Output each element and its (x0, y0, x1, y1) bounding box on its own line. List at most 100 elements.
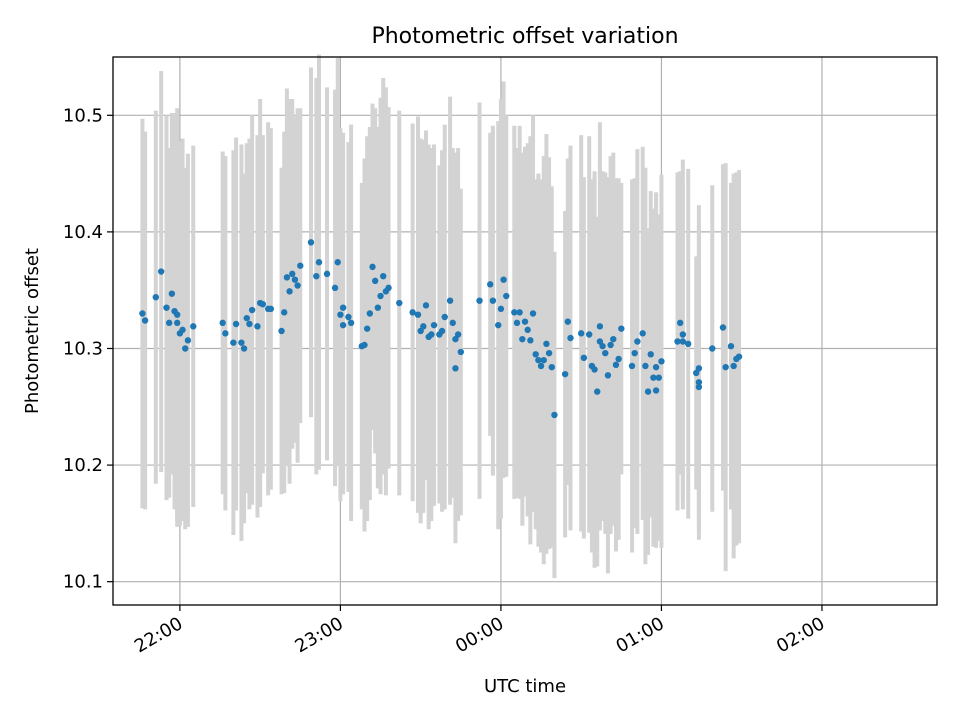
data-point (457, 348, 464, 356)
data-point (254, 323, 261, 330)
data-point (222, 330, 229, 337)
data-point (174, 311, 181, 318)
data-point (315, 259, 323, 266)
data-point (615, 355, 622, 363)
data-point (414, 311, 422, 318)
data-point (396, 299, 403, 307)
data-point (232, 320, 240, 328)
data-point (454, 331, 462, 338)
data-point (618, 325, 625, 332)
data-point (331, 284, 339, 292)
data-point (524, 326, 531, 334)
data-point (695, 383, 703, 391)
data-point (537, 362, 545, 370)
data-point (695, 365, 703, 372)
data-point (634, 338, 641, 345)
data-point (487, 281, 494, 288)
data-point (564, 318, 572, 325)
data-point (684, 340, 692, 348)
data-point (243, 314, 250, 322)
data-point (240, 345, 248, 352)
data-point (511, 309, 518, 316)
y-tick-label: 10.4 (63, 222, 103, 243)
data-point (676, 319, 684, 327)
data-point (323, 270, 331, 278)
data-point (347, 319, 355, 327)
data-point (497, 305, 505, 313)
data-point (644, 388, 652, 395)
data-point (580, 354, 588, 362)
data-point (366, 310, 374, 317)
data-point (503, 292, 510, 300)
data-point (219, 319, 226, 327)
data-point (500, 276, 507, 283)
data-point (339, 321, 347, 329)
data-point (428, 331, 435, 338)
data-point (339, 304, 347, 311)
data-point (709, 345, 716, 352)
y-axis-label: Photometric offset (22, 248, 43, 414)
data-point (238, 339, 245, 346)
data-point (545, 349, 553, 357)
data-point (182, 345, 189, 352)
data-point (532, 351, 539, 358)
y-tick-label: 10.1 (63, 572, 103, 593)
data-point (693, 369, 700, 377)
data-point (430, 321, 438, 329)
data-point (371, 277, 379, 285)
data-point (529, 310, 537, 317)
data-point (297, 262, 304, 269)
data-point (248, 306, 256, 314)
data-point (294, 282, 301, 289)
data-point (281, 309, 288, 316)
data-point (163, 304, 170, 311)
data-point (513, 319, 521, 327)
data-point (452, 335, 459, 343)
data-point (422, 302, 430, 309)
data-point (345, 313, 352, 321)
data-point (438, 327, 446, 335)
data-point (307, 239, 315, 246)
data-point (551, 411, 558, 419)
data-point (380, 273, 387, 280)
data-point (540, 356, 547, 364)
data-point (190, 323, 197, 330)
data-point (658, 358, 665, 365)
y-tick-label: 10.3 (63, 338, 103, 359)
data-point (586, 331, 593, 338)
data-point (361, 341, 368, 349)
data-point (521, 318, 529, 325)
data-point (313, 273, 320, 280)
data-point (655, 374, 662, 381)
data-point (267, 305, 275, 313)
data-point (246, 320, 253, 328)
data-point (535, 356, 542, 364)
data-point (374, 304, 382, 311)
data-point (417, 327, 424, 335)
data-point (476, 297, 483, 304)
data-point (543, 340, 550, 348)
data-point (157, 268, 165, 275)
data-point (168, 290, 176, 297)
data-point (727, 342, 735, 350)
data-point (495, 321, 502, 329)
data-point (369, 263, 376, 271)
data-point (446, 297, 454, 304)
data-point (165, 319, 173, 327)
data-point (291, 276, 299, 283)
data-point (735, 353, 743, 360)
data-point (337, 311, 344, 318)
data-point (679, 338, 687, 345)
data-point (334, 259, 341, 266)
data-points (139, 239, 743, 419)
data-point (730, 362, 737, 370)
data-point (652, 387, 660, 394)
data-point (679, 331, 687, 338)
data-point (650, 374, 657, 381)
data-point (489, 297, 497, 304)
data-point (409, 309, 416, 316)
data-point (519, 335, 526, 343)
y-tick-label: 10.5 (63, 105, 103, 126)
